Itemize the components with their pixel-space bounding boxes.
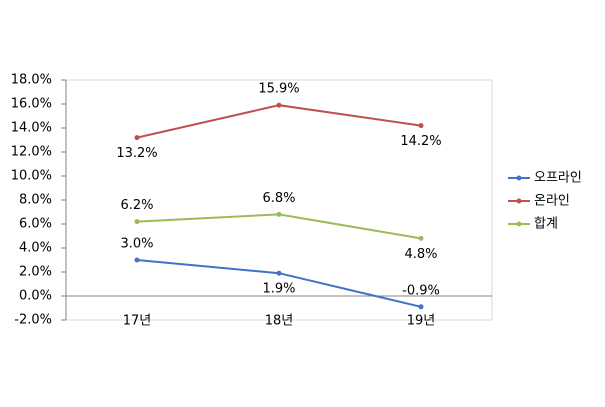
y-tick-label: 14.0% xyxy=(11,121,52,136)
data-label: 6.2% xyxy=(120,198,153,213)
legend-marker xyxy=(516,175,522,181)
point xyxy=(134,135,140,141)
data-label: -0.9% xyxy=(402,283,440,298)
point xyxy=(134,219,140,225)
data-label: 14.2% xyxy=(400,134,441,149)
series-line xyxy=(136,104,422,139)
y-tick-label: 16.0% xyxy=(11,97,52,112)
data-label: 15.9% xyxy=(258,82,299,97)
point xyxy=(418,304,424,310)
y-tick-label: -2.0% xyxy=(14,313,52,328)
y-tick-label: 8.0% xyxy=(19,193,52,208)
y-tick-label: 6.0% xyxy=(19,217,52,232)
point xyxy=(276,270,282,276)
point xyxy=(134,257,140,263)
data-label: 3.0% xyxy=(120,237,153,252)
point xyxy=(418,235,424,241)
y-tick-label: 4.0% xyxy=(19,241,52,256)
legend-label: 오프라인 xyxy=(534,171,582,186)
y-tick-label: 18.0% xyxy=(11,73,52,88)
data-label: 13.2% xyxy=(116,146,157,161)
legend-marker xyxy=(516,221,522,227)
x-tick-label: 17년 xyxy=(123,314,152,329)
point xyxy=(418,123,424,129)
y-tick-label: 2.0% xyxy=(19,265,52,280)
legend-label: 합계 xyxy=(534,217,558,232)
data-label: 1.9% xyxy=(262,282,295,297)
y-tick-label: 10.0% xyxy=(11,169,52,184)
data-label: 4.8% xyxy=(404,247,437,262)
point xyxy=(276,102,282,108)
x-tick-label: 18년 xyxy=(265,314,294,329)
legend-label: 온라인 xyxy=(534,194,570,209)
y-tick-label: 0.0% xyxy=(19,289,52,304)
series-line xyxy=(136,213,422,240)
x-tick-label: 19년 xyxy=(407,314,436,329)
y-tick-label: 12.0% xyxy=(11,145,52,160)
data-label: 6.8% xyxy=(262,191,295,206)
legend-marker xyxy=(516,198,522,204)
point xyxy=(276,211,282,217)
